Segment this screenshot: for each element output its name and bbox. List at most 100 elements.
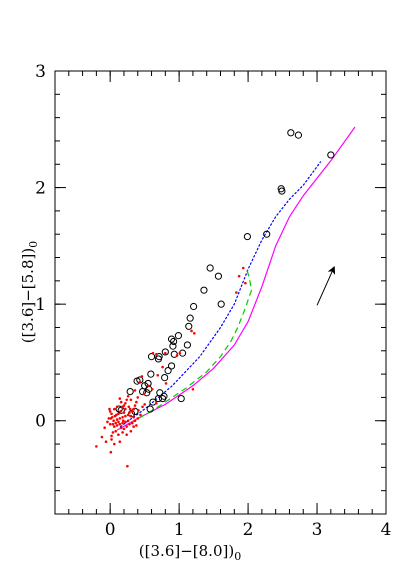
red-dot-point [128,422,131,426]
red-dot-point [121,415,124,419]
red-dot-point [117,412,120,416]
reddening-arrow [316,265,336,306]
red-dot-point [109,450,113,454]
red-dot-point [114,429,117,433]
open-circle-point [147,353,156,361]
red-dot-point [140,375,144,378]
red-dot-point [138,380,142,384]
red-dot-point [112,419,115,423]
red-dot-point [151,351,155,355]
red-dot-point [156,373,160,377]
axis-ticks [54,70,387,515]
open-circle-point [147,370,155,378]
red-dot-point [139,413,142,417]
y-tick-label: 2 [35,179,46,199]
red-dot-point [237,274,241,278]
red-dot-point [178,351,182,355]
red-dot-point [135,424,138,427]
red-dot-point [95,445,98,448]
open-circle-point [183,341,191,349]
red-dot-point [133,404,137,407]
red-dot-point [115,424,119,427]
red-dot-point [108,422,112,426]
x-axis-label-sub: 0 [234,550,241,563]
open-circle-point [327,151,335,159]
open-circle-point [161,348,169,356]
open-circle-point [190,302,198,311]
red-dot-point [111,422,115,426]
open-circle-point [164,367,172,375]
red-dot-point [126,394,130,398]
red-dot-point [235,291,238,294]
red-dot-point [113,442,116,446]
red-dot-point [132,415,135,419]
tick-labels: 0 1 2 3 4 0 1 2 3 [35,62,391,540]
open-circle-point [217,300,225,308]
x-axis-label: ([3.6]−[8.0])0 [139,542,241,563]
open-circle-point [160,392,168,400]
red-dot-point [121,405,124,409]
red-dot-point [113,414,117,418]
red-dot-point [106,420,109,424]
red-dot-point [110,434,113,438]
red-dot-point [130,410,134,413]
red-dot-point [126,419,130,423]
red-dot-point [100,435,104,439]
open-circle-point [174,332,183,340]
red-dot-point [124,401,127,405]
y-tick-label: 0 [35,412,46,432]
red-dot-point [107,417,111,420]
open-circle-point [170,337,178,346]
red-dot-point [111,431,115,434]
red-dot-point [244,281,247,285]
red-dot-point [125,398,129,402]
open-circle-point [155,353,163,361]
red-dot-point [104,440,108,444]
red-dot-point [128,407,132,411]
open-circle-point [138,387,147,396]
open-circle-point [200,286,208,294]
red-dot-point [109,417,113,420]
red-dot-point [127,405,131,409]
red-dot-point [142,392,146,396]
open-circle-point [167,362,176,370]
red-dot-point [129,414,133,418]
open-circle-point [263,230,271,238]
red-dot-point [125,425,129,428]
y-tick-label: 1 [35,295,46,315]
red-dot-point [141,405,144,409]
open-circle-point [126,387,134,396]
red-dot-point [126,464,129,468]
red-dot-point [113,425,116,428]
red-dot-point [133,419,137,423]
red-dot-point [115,405,119,409]
open-circle-point [214,272,223,280]
red-dot-point [191,387,195,391]
red-dot-point [126,413,130,417]
red-dot-point [103,426,106,430]
curve-solid [116,126,356,431]
open-circle-point [185,322,193,330]
curve-dashed [130,266,253,424]
red-dot-point [117,433,120,437]
open-circle-point [186,314,194,322]
open-circle-point [206,264,214,272]
red-dot-point [164,351,167,355]
red-dot-point [118,417,122,420]
open-circle-point [169,342,177,350]
red-dot-point [124,420,127,424]
red-dot-point [175,354,179,357]
red-dot-point [108,410,112,413]
red-dot-point [164,382,168,385]
red-dot-point [143,403,146,406]
red-dot-point [136,417,140,420]
red-dot-point [135,400,138,404]
x-tick-label: 1 [174,520,185,540]
red-dot-point [129,398,133,402]
red-dot-point [121,419,125,423]
y-axis-label-sub: 0 [27,241,40,248]
red-dot-point [147,384,151,388]
red-dot-point [161,365,164,369]
red-dot-point [122,411,126,414]
